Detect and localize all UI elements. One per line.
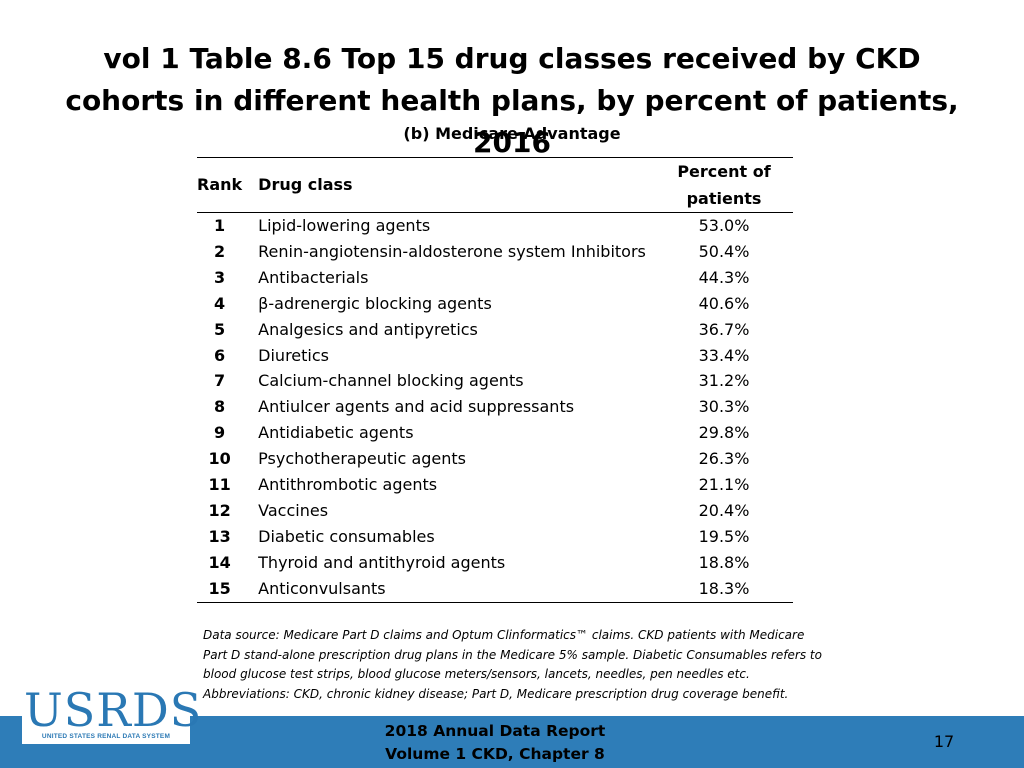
percent-cell: 21.1% bbox=[698, 475, 750, 495]
table-subtitle: (b) Medicare Advantage bbox=[403, 124, 621, 143]
table-row: 14 Thyroid and antithyroid agents 18.8% bbox=[197, 550, 793, 576]
rank-cell: 7 bbox=[214, 371, 226, 391]
table-row: 5 Analgesics and antipyretics 36.7% bbox=[197, 317, 793, 343]
page-number: 17 bbox=[933, 732, 955, 751]
percent-cell: 33.4% bbox=[698, 345, 750, 365]
table-header-row: Rank Drug class Percent of patients bbox=[197, 157, 793, 213]
percent-cell: 50.4% bbox=[698, 241, 750, 261]
drug-class-cell: Antidiabetic agents bbox=[258, 423, 414, 443]
rank-cell: 1 bbox=[214, 216, 226, 235]
table-body: 1 Lipid-lowering agents 53.0% 2 Renin-angiot… bbox=[197, 213, 793, 603]
drug-class-cell: Antiulcer agents and acid suppressants bbox=[258, 397, 575, 417]
table-row: 12 Vaccines 20.4% bbox=[197, 498, 793, 524]
drug-class-cell: Calcium-channel blocking agents bbox=[258, 371, 524, 391]
table-row: 15 Anticonvulsants 18.3% bbox=[197, 575, 793, 603]
header-drug-class: Drug class bbox=[242, 157, 655, 213]
percent-cell: 20.4% bbox=[698, 500, 750, 520]
drug-class-cell: Psychotherapeutic agents bbox=[258, 449, 466, 469]
table-row: 10 Psychotherapeutic agents 26.3% bbox=[197, 446, 793, 472]
percent-cell: 44.3% bbox=[698, 267, 750, 287]
drug-class-cell: Antithrombotic agents bbox=[258, 475, 438, 495]
rank-cell: 15 bbox=[197, 575, 243, 603]
rank-cell: 12 bbox=[208, 500, 231, 520]
percent-cell: 18.8% bbox=[698, 552, 750, 572]
table-row: 13 Diabetic consumables 19.5% bbox=[197, 524, 793, 550]
table-row: 8 Antiulcer agents and acid suppressants 3… bbox=[197, 394, 793, 420]
table-row: 11 Antithrombotic agents 21.1% bbox=[197, 472, 793, 498]
percent-cell: 29.8% bbox=[698, 423, 750, 443]
drug-class-cell: Diuretics bbox=[258, 345, 329, 365]
table-row: 4 β-adrenergic blocking agents 40.6% bbox=[197, 291, 793, 317]
rank-cell: 6 bbox=[214, 345, 226, 365]
drug-class-cell: β-adrenergic blocking agents bbox=[258, 293, 492, 313]
drug-class-cell: Antibacterials bbox=[258, 267, 369, 287]
percent-cell: 18.3% bbox=[655, 575, 793, 603]
percent-cell: 31.2% bbox=[698, 371, 750, 391]
rank-cell: 10 bbox=[208, 449, 231, 469]
drug-class-cell: Vaccines bbox=[258, 500, 329, 520]
report-volume: Volume 1 CKD, Chapter 8 bbox=[385, 745, 605, 763]
data-source-note: Data source: Medicare Part D claims and … bbox=[203, 628, 822, 701]
drug-class-table: Rank Drug class Percent of patients 1 Lip… bbox=[197, 157, 793, 603]
percent-cell: 53.0% bbox=[698, 216, 750, 235]
logo-tagline: UNITED STATES RENAL DATA SYSTEM bbox=[41, 733, 171, 740]
percent-cell: 36.7% bbox=[698, 319, 750, 339]
percent-cell: 30.3% bbox=[698, 397, 750, 417]
table-row: 9 Antidiabetic agents 29.8% bbox=[197, 420, 793, 446]
percent-cell: 19.5% bbox=[698, 526, 750, 546]
rank-cell: 11 bbox=[208, 475, 231, 495]
percent-cell: 40.6% bbox=[698, 293, 750, 313]
rank-cell: 8 bbox=[214, 397, 226, 417]
rank-cell: 5 bbox=[214, 319, 226, 339]
rank-cell: 4 bbox=[214, 293, 226, 313]
rank-cell: 2 bbox=[214, 241, 226, 261]
drug-class-cell: Diabetic consumables bbox=[258, 526, 435, 546]
rank-cell: 14 bbox=[208, 552, 231, 572]
drug-class-cell: Renin-angiotensin-aldosterone system Inh… bbox=[258, 241, 646, 261]
table-row: 2 Renin-angiotensin-aldosterone system In… bbox=[197, 239, 793, 265]
rank-cell: 9 bbox=[214, 423, 226, 443]
rank-cell: 13 bbox=[208, 526, 231, 546]
logo-wordmark: USRDS bbox=[24, 683, 203, 737]
usrds-logo: USRDS UNITED STATES RENAL DATA SYSTEM bbox=[22, 686, 201, 744]
percent-cell: 26.3% bbox=[698, 449, 750, 469]
header-rank: Rank bbox=[197, 157, 243, 213]
drug-class-cell: Analgesics and antipyretics bbox=[258, 319, 478, 339]
table-row: 3 Antibacterials 44.3% bbox=[197, 265, 793, 291]
drug-class-cell: Lipid-lowering agents bbox=[258, 216, 431, 235]
report-label: 2018 Annual Data Report Volume 1 CKD, Ch… bbox=[340, 720, 650, 766]
report-title: 2018 Annual Data Report bbox=[384, 722, 606, 740]
table-row: 6 Diuretics 33.4% bbox=[197, 343, 793, 369]
table-row: 1 Lipid-lowering agents 53.0% bbox=[197, 213, 793, 239]
drug-class-cell: Thyroid and antithyroid agents bbox=[258, 552, 506, 572]
rank-cell: 3 bbox=[214, 267, 226, 287]
table-row: 7 Calcium-channel blocking agents 31.2% bbox=[197, 368, 793, 394]
header-percent: Percent of patients bbox=[655, 157, 793, 213]
slide-title: vol 1 Table 8.6 Top 15 drug classes rece… bbox=[65, 42, 959, 159]
drug-class-cell: Anticonvulsants bbox=[242, 575, 655, 603]
